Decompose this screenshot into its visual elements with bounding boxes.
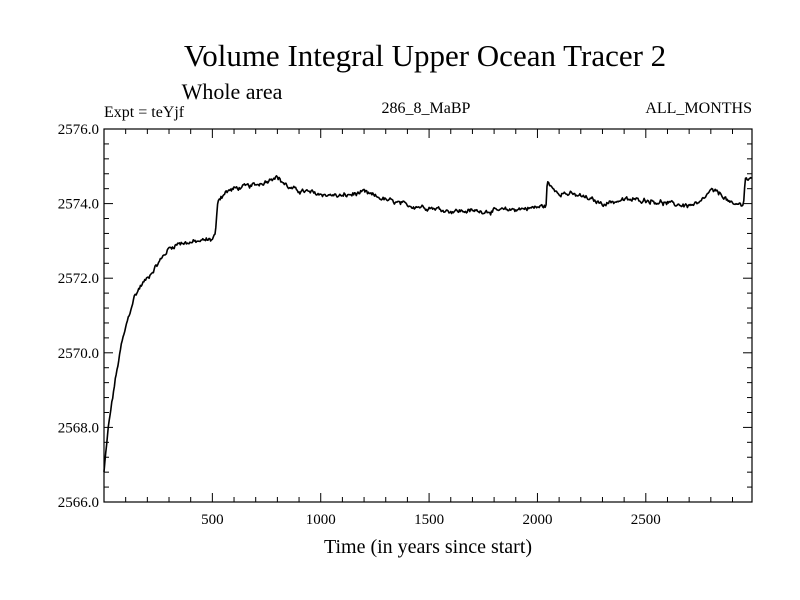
plot-area: 500 1000 1500 2000 2500 2566.0 2568.0 2570.0 257…: [58, 122, 753, 528]
x-axis-label: Time (in years since start): [324, 536, 532, 558]
chart-title: Volume Integral Upper Ocean Tracer 2: [184, 38, 666, 73]
x-tick-label: 500: [201, 512, 224, 528]
x-tick-label: 1000: [306, 512, 336, 528]
y-tick-label: 2568.0: [58, 420, 99, 436]
y-tick-label: 2572.0: [58, 271, 99, 287]
plot-frame: [103, 128, 753, 503]
y-tick-label: 2570.0: [58, 346, 99, 362]
x-tick-label: 2500: [631, 512, 661, 528]
x-tick-label: 2000: [522, 512, 552, 528]
months-label: ALL_MONTHS: [645, 100, 752, 117]
y-tick-label: 2566.0: [58, 495, 99, 511]
experiment-label: Expt = teYjf: [104, 104, 185, 121]
chart-subtitle: Whole area: [182, 79, 283, 104]
period-label: 286_8_MaBP: [382, 100, 471, 117]
x-tick-label: 1500: [414, 512, 444, 528]
y-tick-label: 2576.0: [58, 122, 99, 138]
series-line: [103, 175, 753, 473]
y-tick-label: 2574.0: [58, 197, 99, 213]
